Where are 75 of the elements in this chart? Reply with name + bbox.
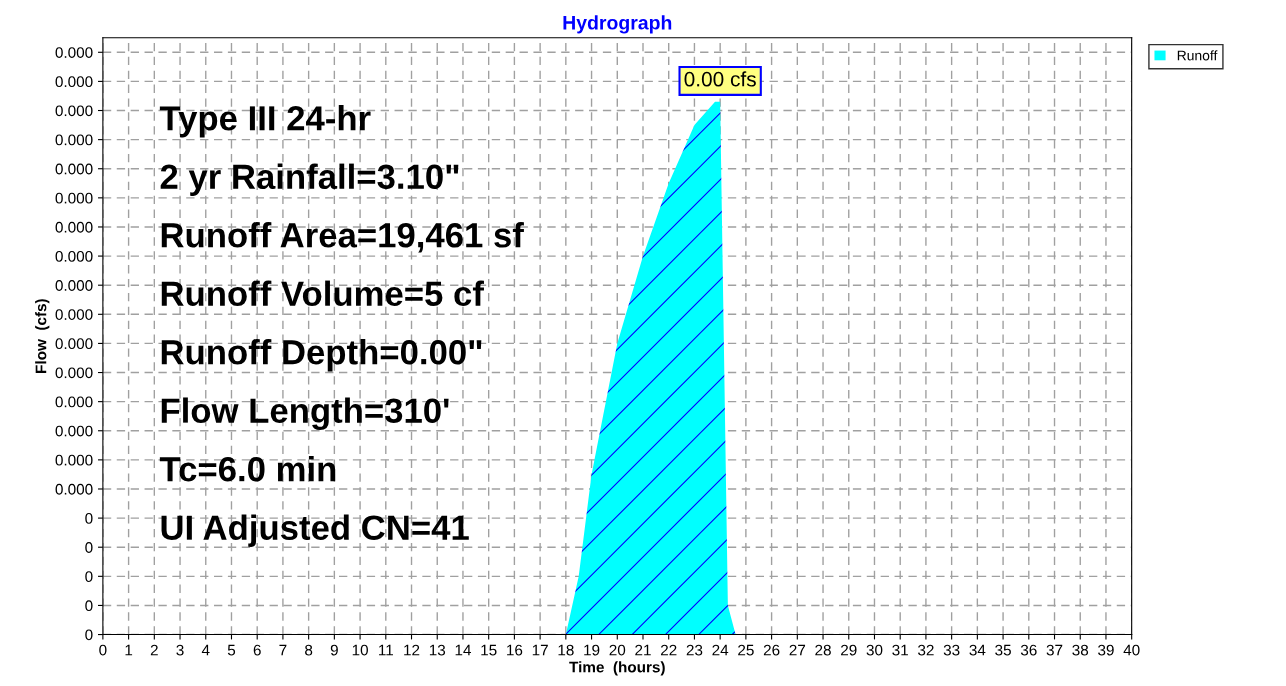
x-tick-label: 34 [969, 644, 986, 656]
x-tick-label: 28 [815, 644, 831, 656]
x-tick-label: 33 [943, 644, 960, 656]
y-tick-label: 0.000 [55, 163, 93, 175]
x-tick-label: 24 [712, 644, 729, 656]
y-tick-label: 0.000 [55, 280, 93, 291]
x-tick-label: 29 [841, 644, 857, 656]
y-tick-label: 0.000 [55, 105, 93, 117]
x-tick-label: 32 [918, 644, 934, 656]
annotation: Runoff Volume=5 cf [161, 280, 484, 307]
x-tick-label: 25 [738, 644, 754, 656]
y-tick-label: 0.000 [55, 454, 93, 466]
annotation: Tc=6.0 min [159, 456, 336, 482]
x-tick-label: 3 [176, 644, 184, 656]
y-tick-label: 0.000 [55, 250, 93, 262]
x-tick-label: 39 [1098, 644, 1114, 656]
y-tick-label: 0 [85, 629, 93, 641]
y-axis-title: Flow (cfs) [35, 299, 50, 373]
x-tick-label: 10 [352, 644, 368, 656]
x-tick-label: 23 [686, 644, 703, 656]
y-tick-label: 0.000 [55, 338, 93, 350]
x-tick-label: 6 [253, 644, 261, 656]
y-tick-label: 0 [85, 600, 93, 612]
x-tick-label: 11 [379, 644, 393, 656]
annotation: Runoff Depth=0.00" [161, 339, 482, 372]
x-tick-label: 21 [635, 644, 651, 656]
annotation: 0.00 cfs [684, 71, 756, 87]
y-tick-label: 0 [85, 571, 93, 583]
annotation: Type III 24-hr [159, 105, 371, 138]
x-tick-label: 9 [330, 644, 338, 656]
chart-title: Hydrograph [563, 15, 672, 34]
x-tick-label: 12 [404, 644, 420, 656]
x-tick-label: 36 [1020, 644, 1037, 656]
y-tick-label: 0.000 [55, 221, 93, 233]
x-tick-label: 40 [1123, 644, 1140, 656]
x-tick-label: 38 [1072, 644, 1089, 656]
annotation: Flow Length=310' [161, 397, 449, 430]
y-tick-label: 0.000 [55, 192, 93, 204]
x-axis-title: Time (hours) [569, 661, 665, 676]
y-tick-label: 0 [85, 512, 93, 524]
y-tick-label: 0.000 [55, 396, 93, 408]
legend-label: Runoff [1177, 50, 1218, 61]
x-tick-label: 20 [609, 644, 626, 656]
annotation: Runoff Area=19,461 sf [161, 222, 524, 253]
x-tick-label: 18 [558, 644, 574, 656]
y-tick-label: 0.000 [55, 425, 93, 437]
y-tick-label: 0.000 [55, 47, 93, 58]
x-tick-label: 0 [99, 644, 107, 656]
x-tick-label: 22 [660, 644, 677, 656]
annotation: UI Adjusted CN=41 [161, 514, 469, 547]
x-tick-label: 35 [995, 644, 1011, 656]
y-tick-label: 0 [85, 542, 93, 553]
x-tick-label: 15 [481, 644, 497, 656]
x-tick-label: 31 [892, 644, 908, 656]
x-tick-label: 37 [1046, 644, 1063, 656]
y-tick-label: 0.000 [55, 76, 93, 88]
x-tick-label: 8 [305, 644, 313, 656]
x-tick-label: 7 [279, 644, 287, 656]
x-tick-label: 26 [763, 644, 780, 656]
x-tick-label: 16 [507, 644, 523, 656]
x-tick-label: 30 [866, 644, 883, 656]
x-tick-label: 19 [584, 644, 600, 656]
x-tick-label: 1 [125, 644, 133, 656]
y-tick-label: 0.000 [55, 367, 93, 379]
y-tick-label: 0.000 [55, 309, 93, 320]
x-tick-label: 4 [201, 644, 210, 656]
x-tick-label: 17 [532, 644, 548, 656]
x-tick-label: 14 [455, 644, 472, 656]
x-tick-label: 2 [150, 644, 158, 656]
y-tick-label: 0.000 [55, 483, 93, 495]
x-tick-label: 27 [789, 644, 806, 656]
annotation: 2 yr Rainfall=3.10" [160, 163, 459, 196]
x-tick-label: 5 [227, 644, 236, 656]
y-tick-label: 0.000 [55, 134, 93, 146]
x-tick-label: 13 [429, 644, 446, 656]
